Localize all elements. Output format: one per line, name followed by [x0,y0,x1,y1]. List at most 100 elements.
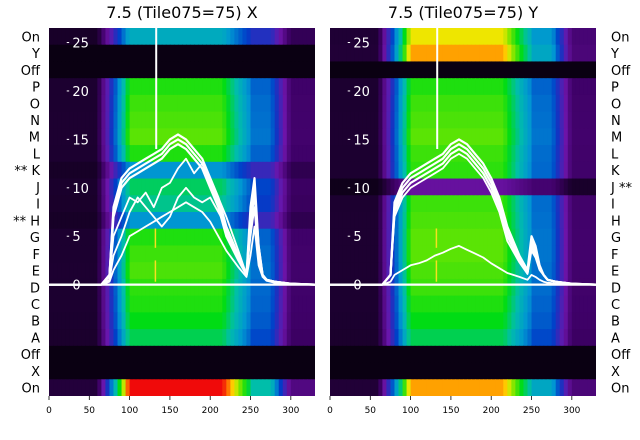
heatmap-cell [226,295,231,313]
heatmap-cell [471,178,476,196]
heatmap-cell [438,228,444,247]
heatmap-cell [458,345,464,364]
heatmap-cell [350,212,355,230]
heatmap-cell [334,44,339,63]
heatmap-cell [370,28,375,46]
heatmap-cell [394,94,400,113]
heatmap-cell [366,329,371,347]
heatmap-cell [230,362,235,380]
heatmap-cell [527,262,533,280]
heatmap-cell [186,145,191,163]
heatmap-cell [190,262,195,280]
heatmap-cell [515,295,521,313]
heatmap-cell [503,295,508,313]
heatmap-cell [226,161,231,180]
heatmap-cell [374,329,379,347]
heatmap-cell [426,212,432,230]
heatmap-cell [161,278,167,297]
heatmap-cell [190,295,195,313]
heatmap-cell [141,345,147,364]
heatmap-cell [238,312,244,330]
heatmap-cell [386,44,392,63]
heatmap-cell [543,61,549,79]
heatmap-cell [338,28,343,46]
heatmap-cell [418,295,424,313]
heatmap-cell [290,362,296,380]
heatmap-cell [446,195,452,213]
heatmap-cell [495,145,500,163]
heatmap-cell [157,161,163,180]
heatmap-cell [65,161,70,180]
heatmap-cell [133,278,139,297]
heatmap-cell [77,312,82,330]
heatmap-cell [254,94,260,113]
heatmap-cell [342,128,347,146]
heatmap-cell [65,278,70,297]
heatmap-cell [499,94,504,113]
heatmap-cell [475,78,480,96]
heatmap-cell [458,329,464,347]
heatmap-cell [85,61,90,79]
heatmap-cell [97,78,102,96]
heatmap-cell [286,329,292,347]
heatmap-cell [125,312,131,330]
heatmap-cell [117,78,123,96]
heatmap-cell [157,245,163,263]
heatmap-cell [302,94,308,113]
heatmap-cell [69,111,74,129]
heatmap-cell [390,295,396,313]
heatmap-cell [354,28,359,46]
heatmap-cell [85,362,90,380]
heatmap-cell [507,145,512,163]
heatmap-cell [551,195,557,213]
heatmap-cell [274,245,280,263]
heatmap-cell [414,94,420,113]
row-label: Off [611,348,631,363]
row-label: A [611,331,620,346]
heatmap-cell [575,295,581,313]
heatmap-cell [563,178,569,196]
heatmap-cell [374,278,379,297]
heatmap-cell [547,329,553,347]
heatmap-cell [77,345,82,364]
heatmap-cell [161,295,167,313]
heatmap-cell [430,44,436,63]
heatmap-cell [194,78,199,96]
heatmap-cell [210,28,215,46]
heatmap-cell [454,228,460,247]
heatmap-cell [117,329,123,347]
heatmap-cell [467,44,472,63]
heatmap-cell [579,145,585,163]
heatmap-cell [250,262,256,280]
heatmap-cell [290,312,296,330]
heatmap-cell [198,362,203,380]
y-tick-label: 0 [353,279,361,294]
heatmap-cell [129,228,135,247]
heatmap-cell [93,128,98,146]
heatmap-cell [246,44,252,63]
heatmap-cell [382,44,388,63]
heatmap-cell [234,362,240,380]
heatmap-cell [523,78,529,96]
heatmap-cell [105,212,111,230]
heatmap-cell [519,161,525,180]
heatmap-cell [210,145,215,163]
heatmap-cell [133,94,139,113]
heatmap-cell [218,278,223,297]
heatmap-cell [354,329,359,347]
heatmap-cell [410,379,416,396]
heatmap-cell [270,178,276,196]
heatmap-cell [559,295,565,313]
heatmap-cell [97,178,102,196]
heatmap-cell [334,61,339,79]
heatmap-cell [571,78,577,96]
heatmap-cell [539,345,545,364]
heatmap-cell [298,212,304,230]
heatmap-cell [358,94,363,113]
heatmap-cell [491,161,496,180]
heatmap-cell [535,94,541,113]
heatmap-cell [454,312,460,330]
heatmap-cell [390,145,396,163]
heatmap-cell [222,145,227,163]
heatmap-cell [531,329,537,347]
